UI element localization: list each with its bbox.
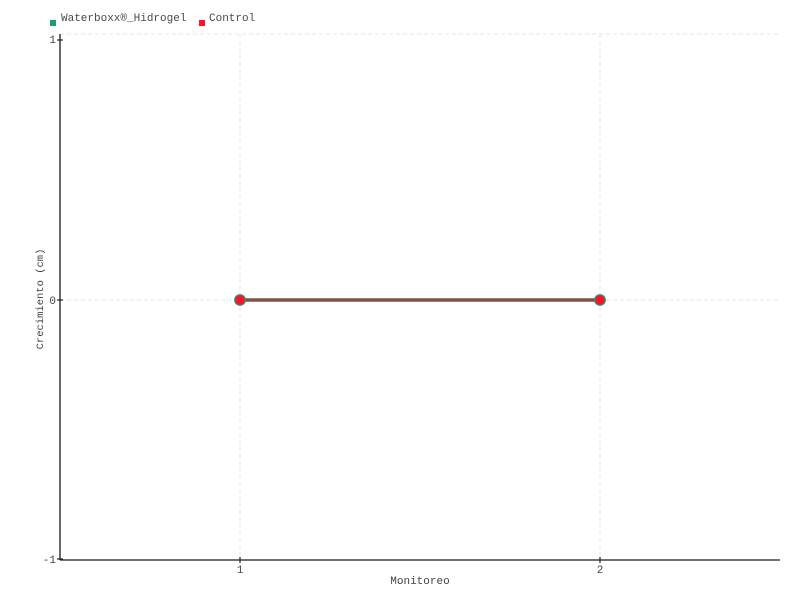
svg-text:0: 0 — [49, 296, 56, 308]
svg-text:-1: -1 — [43, 555, 57, 567]
svg-text:1: 1 — [49, 35, 56, 47]
svg-text:2: 2 — [597, 565, 604, 577]
svg-text:1: 1 — [237, 565, 244, 577]
svg-text:Crecimiento (cm): Crecimiento (cm) — [35, 249, 47, 350]
svg-text:Monitoreo: Monitoreo — [390, 576, 449, 588]
